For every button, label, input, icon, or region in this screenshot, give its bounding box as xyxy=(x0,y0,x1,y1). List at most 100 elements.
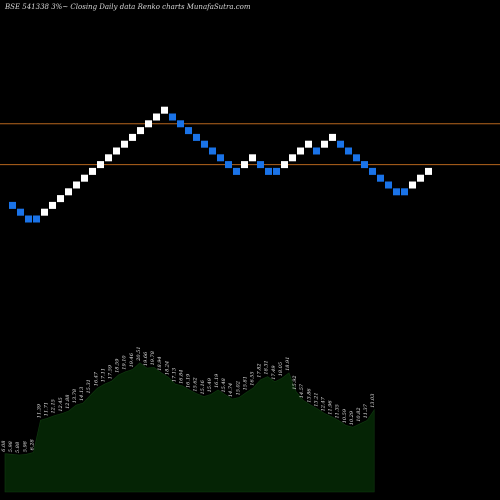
renko-brick xyxy=(121,140,128,148)
renko-brick xyxy=(169,113,176,121)
data-label: 11.96 xyxy=(328,400,334,415)
renko-brick xyxy=(81,174,88,182)
renko-brick xyxy=(33,215,40,223)
renko-brick xyxy=(329,133,336,141)
data-label: 14.57 xyxy=(299,383,305,398)
renko-brick xyxy=(417,174,424,182)
renko-brick xyxy=(305,140,312,148)
data-label: 18.91 xyxy=(285,357,291,371)
renko-brick xyxy=(57,195,64,203)
data-label: 15.48 xyxy=(221,378,227,392)
data-label: 18.94 xyxy=(157,356,163,370)
renko-brick xyxy=(25,215,32,223)
renko-brick xyxy=(177,120,184,128)
data-label: 18.59 xyxy=(115,358,121,373)
data-label: 17.49 xyxy=(271,365,277,380)
data-label: 19.10 xyxy=(122,355,128,370)
data-label: 17.82 xyxy=(257,363,263,377)
data-label: 16.55 xyxy=(250,371,256,385)
data-label: 17.13 xyxy=(171,368,177,382)
data-label: 5.98 xyxy=(22,441,28,452)
data-label: 11.71 xyxy=(44,402,50,416)
renko-brick xyxy=(385,181,392,189)
data-label: 15.31 xyxy=(86,379,92,393)
data-label: 5.98 xyxy=(8,441,14,452)
renko-brick xyxy=(393,188,400,196)
renko-brick xyxy=(17,208,24,216)
data-label: 15.49 xyxy=(207,377,213,392)
renko-brick xyxy=(233,167,240,175)
data-label: 17.11 xyxy=(100,368,106,382)
renko-brick xyxy=(9,201,16,209)
renko-brick xyxy=(281,161,288,169)
renko-brick xyxy=(377,174,384,182)
renko-brick xyxy=(313,147,320,155)
data-label: 13.78 xyxy=(72,389,78,403)
renko-brick xyxy=(345,147,352,155)
data-label: 15.81 xyxy=(242,376,248,390)
data-label: 19.46 xyxy=(129,352,135,367)
renko-brick xyxy=(89,167,96,175)
renko-brick xyxy=(265,167,272,175)
data-label: 5.88 xyxy=(15,442,21,453)
data-label: 16.47 xyxy=(93,371,99,386)
renko-brick xyxy=(97,161,104,169)
data-label: 16.19 xyxy=(186,373,192,388)
data-label: 15.62 xyxy=(193,377,199,391)
data-label: 17.59 xyxy=(108,364,114,379)
data-label: 15.92 xyxy=(292,375,298,389)
renko-brick xyxy=(137,127,144,135)
renko-brick xyxy=(425,167,432,175)
renko-brick xyxy=(289,154,296,162)
data-label: 10.82 xyxy=(356,407,362,421)
renko-brick xyxy=(185,127,192,135)
renko-brick xyxy=(257,161,264,169)
renko-brick xyxy=(217,154,224,162)
data-label: 6.28 xyxy=(29,439,35,450)
data-label: 12.88 xyxy=(65,395,71,409)
renko-brick xyxy=(241,161,248,169)
data-label: 12.45 xyxy=(58,397,64,411)
renko-brick xyxy=(201,140,208,148)
data-label: 16.84 xyxy=(179,370,185,384)
renko-brick xyxy=(41,208,48,216)
renko-brick xyxy=(321,140,328,148)
renko-brick xyxy=(113,147,120,155)
renko-brick xyxy=(193,133,200,141)
data-label: 10.59 xyxy=(342,408,348,423)
data-label: 11.39 xyxy=(37,403,43,418)
data-label: 6.08 xyxy=(1,441,7,452)
renko-brick xyxy=(361,161,368,169)
renko-brick xyxy=(409,181,416,189)
data-label: 13.86 xyxy=(306,388,312,403)
renko-brick xyxy=(49,201,56,209)
data-label: 13.03 xyxy=(370,394,376,408)
renko-brick xyxy=(73,181,80,189)
renko-brick xyxy=(353,154,360,162)
renko-brick xyxy=(249,154,256,162)
renko-brick xyxy=(153,113,160,121)
chart-title: BSE 541338 3%~ Closing Daily data Renko … xyxy=(5,3,251,11)
area-series xyxy=(4,362,375,493)
renko-brick xyxy=(369,167,376,175)
renko-brick xyxy=(145,120,152,128)
renko-brick xyxy=(337,140,344,148)
data-label: 14.13 xyxy=(79,387,85,401)
renko-brick xyxy=(129,133,136,141)
data-label: 15.16 xyxy=(200,379,206,394)
data-label: 18.05 xyxy=(278,362,284,376)
renko-brick xyxy=(401,188,408,196)
data-label: 18.24 xyxy=(164,361,170,375)
renko-brick xyxy=(273,167,280,175)
data-label: 20.51 xyxy=(136,346,142,361)
renko-brick xyxy=(225,161,232,169)
renko-brick xyxy=(105,154,112,162)
data-label: 18.31 xyxy=(264,360,270,374)
data-label: 19.66 xyxy=(143,351,149,366)
renko-brick xyxy=(161,106,168,114)
data-label: 10.29 xyxy=(349,410,355,425)
data-label: 13.21 xyxy=(313,392,319,406)
renko-brick xyxy=(65,188,72,196)
